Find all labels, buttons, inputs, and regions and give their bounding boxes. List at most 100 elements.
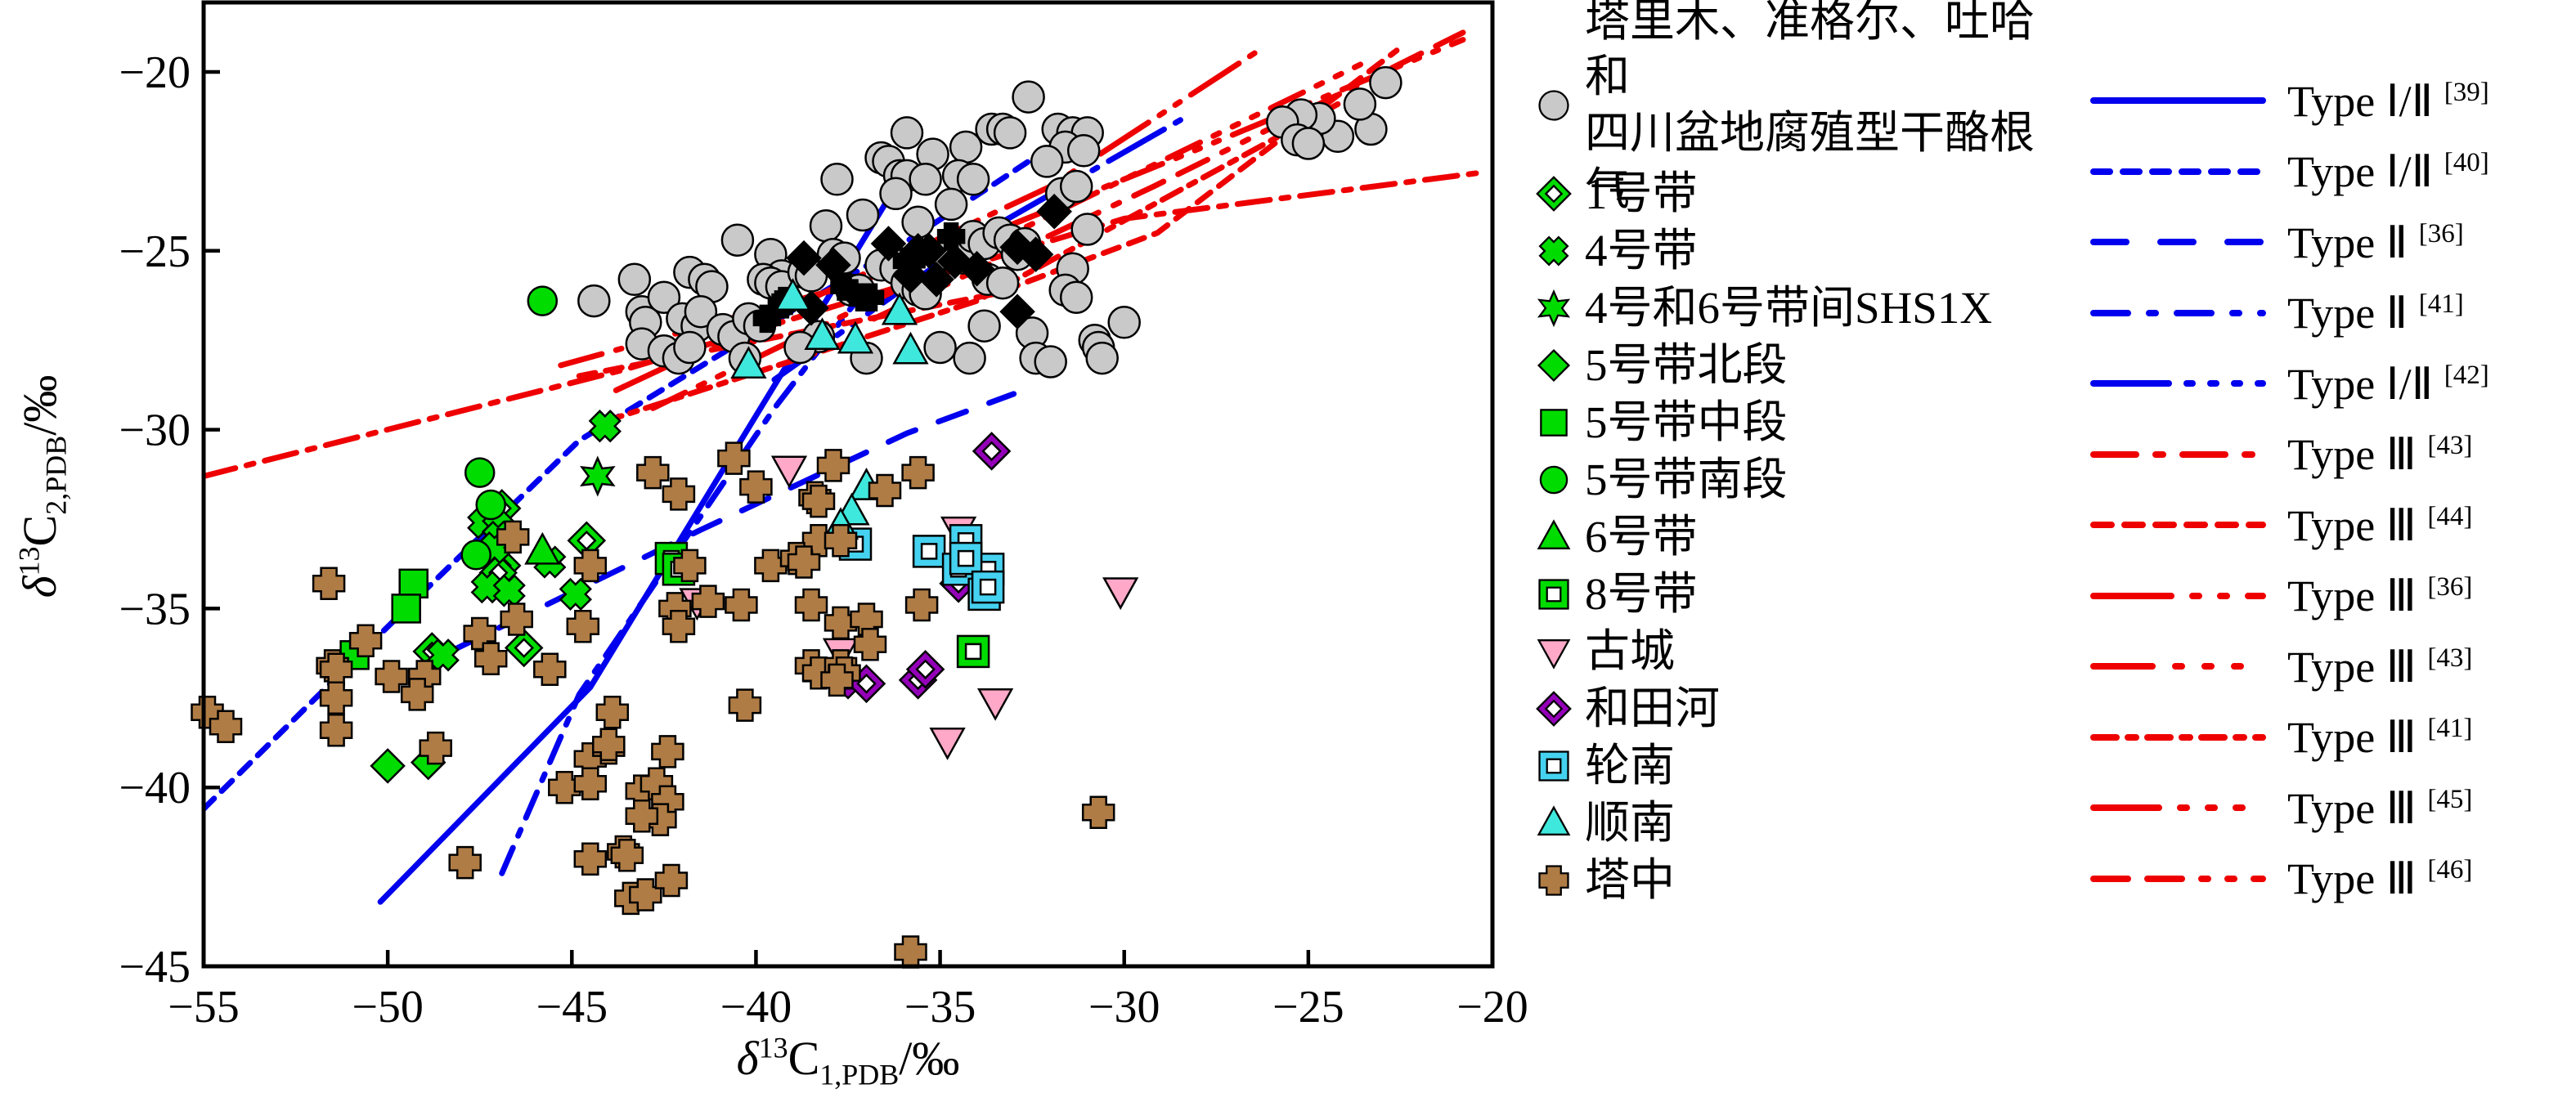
legend-item-5号带南段: 5号带南段 [1523,451,2079,508]
x-tick-label: −20 [1456,982,1528,1033]
legend-label: 8号带 [1585,568,1698,619]
diamond-open-legend-icon [1523,682,1585,736]
marker-legend: 塔里木、准格尔、吐哈和 四川盆地腐殖型干酪根气 1号带 4号带 4号和6号带间SHS1… [1523,0,2079,909]
x-tick-label: −30 [1088,982,1160,1033]
reference-number: [36] [2427,572,2473,603]
x-tick-label: −35 [904,982,976,1033]
legend-label: 5号带中段 [1585,396,1788,447]
legend-label: 4号和6号带间SHS1X [1585,282,1993,333]
circle-legend-icon [1523,78,1585,132]
line-sample [2090,168,2266,175]
legend-item-5号带中段: 5号带中段 [1523,394,2079,451]
circle-fill-legend-icon [1523,453,1585,507]
line-legend-label: Type Ⅱ [41] [2287,289,2464,338]
legend-item-古城: 古城 [1523,623,2079,680]
diamond-open-legend-icon [1523,167,1585,221]
line-sample [2090,97,2266,105]
line-sample [2090,663,2266,670]
line-legend-item-Type Ⅰ/Ⅱ[42]: Type Ⅰ/Ⅱ [42] [2090,348,2573,419]
star6-legend-icon [1523,281,1585,335]
reference-number: [41] [2418,289,2464,320]
trend-line [558,37,1466,369]
legend-label: 塔中 [1585,854,1676,905]
reference-number: [39] [2444,77,2489,107]
series-塔里木、准格尔、吐哈和四川盆地腐殖型干酪根气 [577,65,1402,379]
legend-label: 和田河 [1585,683,1721,733]
legend-label: 4号带 [1585,225,1698,276]
legend-item-4号带: 4号带 [1523,222,2079,280]
reference-number: [36] [2418,218,2464,249]
line-legend-item-Type Ⅲ[36]: Type Ⅲ [36] [2090,561,2573,632]
reference-number: [41] [2427,714,2473,744]
line-sample [2090,450,2266,458]
x-legend-icon [1523,224,1585,278]
reference-number: [43] [2427,431,2473,461]
line-legend-label: Type Ⅲ [36] [2287,571,2473,621]
y-tick-label: −35 [119,584,191,634]
line-legend-label: Type Ⅲ [45] [2287,783,2473,833]
reference-number: [42] [2444,360,2489,390]
line-legend-item-Type Ⅰ/Ⅱ[39]: Type Ⅰ/Ⅱ [39] [2090,65,2573,137]
x-tick-label: −25 [1272,982,1344,1033]
axis-ticks [201,69,1495,969]
line-legend-item-Type Ⅲ[43]: Type Ⅲ [43] [2090,631,2573,702]
line-legend: Type Ⅰ/Ⅱ [39] Type Ⅰ/Ⅱ [40] Type Ⅱ [36] Typ… [2090,65,2573,914]
legend-label: 1号带 [1585,168,1698,218]
plot-frame [201,0,1495,969]
legend-label: 塔里木、准格尔、吐哈和 四川盆地腐殖型干酪根气 [1585,0,2035,214]
x-tick-label: −50 [352,982,424,1033]
legend-item-和田河: 和田河 [1523,680,2079,737]
line-legend-label: Type Ⅲ [44] [2287,500,2473,550]
line-legend-label: Type Ⅱ [36] [2287,217,2464,267]
line-legend-label: Type Ⅰ/Ⅱ [39] [2287,76,2489,126]
x-tick-label: −45 [536,982,608,1033]
diamond-legend-icon [1523,338,1585,392]
line-legend-label: Type Ⅰ/Ⅱ [40] [2287,147,2489,197]
line-legend-item-Type Ⅲ[41]: Type Ⅲ [41] [2090,702,2573,773]
line-legend-label: Type Ⅲ [43] [2287,430,2473,480]
legend-item-4号和6号带间SHS1X: 4号和6号带间SHS1X [1523,280,2079,337]
line-legend-item-Type Ⅰ/Ⅱ[40]: Type Ⅰ/Ⅱ [40] [2090,137,2573,208]
legend-label: 5号带北段 [1585,339,1788,390]
x-tick-label: −40 [720,982,792,1033]
legend-item-顺南: 顺南 [1523,795,2079,852]
legend-item-8号带: 8号带 [1523,566,2079,623]
legend-label: 轮南 [1585,740,1676,791]
line-legend-item-Type Ⅲ[43]: Type Ⅲ [43] [2090,419,2573,491]
legend-item-1号带: 1号带 [1523,165,2079,222]
series-5号带中段 [339,568,429,670]
x-axis-label: δ13C1,PDB/‰ [736,1031,960,1091]
y-tick-label: −30 [119,405,191,456]
line-sample [2090,733,2266,741]
reference-number: [46] [2427,855,2473,885]
legend-label: 顺南 [1585,797,1676,848]
triangle-down-legend-icon [1523,625,1585,679]
trend-line [598,101,1341,426]
square-open-legend-icon [1523,739,1585,793]
legend-item-5号带北段: 5号带北段 [1523,337,2079,394]
line-legend-item-Type Ⅲ[45]: Type Ⅲ [45] [2090,773,2573,844]
line-sample [2090,380,2266,388]
square-legend-icon [1523,396,1585,450]
legend-label: 5号带南段 [1585,454,1788,504]
line-sample [2090,804,2266,812]
line-legend-item-Type Ⅱ[36]: Type Ⅱ [36] [2090,207,2573,278]
y-tick-label: −45 [119,942,191,992]
line-sample [2090,592,2266,599]
triangle-legend-icon [1523,510,1585,564]
legend-item-6号带: 6号带 [1523,508,2079,566]
legend-label: 6号带 [1585,511,1698,562]
reference-number: [43] [2427,643,2473,673]
x-tick-label: −55 [168,982,240,1033]
y-tick-label: −20 [119,47,191,98]
y-tick-labels: −20 −25 −30 −35 −40 −45 [119,47,191,992]
legend-item-轮南: 轮南 [1523,737,2079,795]
legend-item-塔中: 塔中 [1523,852,2079,909]
y-axis-label: δ13C2,PDB/‰ [12,374,73,598]
reference-number: [44] [2427,501,2473,531]
line-legend-item-Type Ⅲ[44]: Type Ⅲ [44] [2090,490,2573,561]
line-sample [2090,309,2266,316]
series-6号带 [524,531,561,565]
